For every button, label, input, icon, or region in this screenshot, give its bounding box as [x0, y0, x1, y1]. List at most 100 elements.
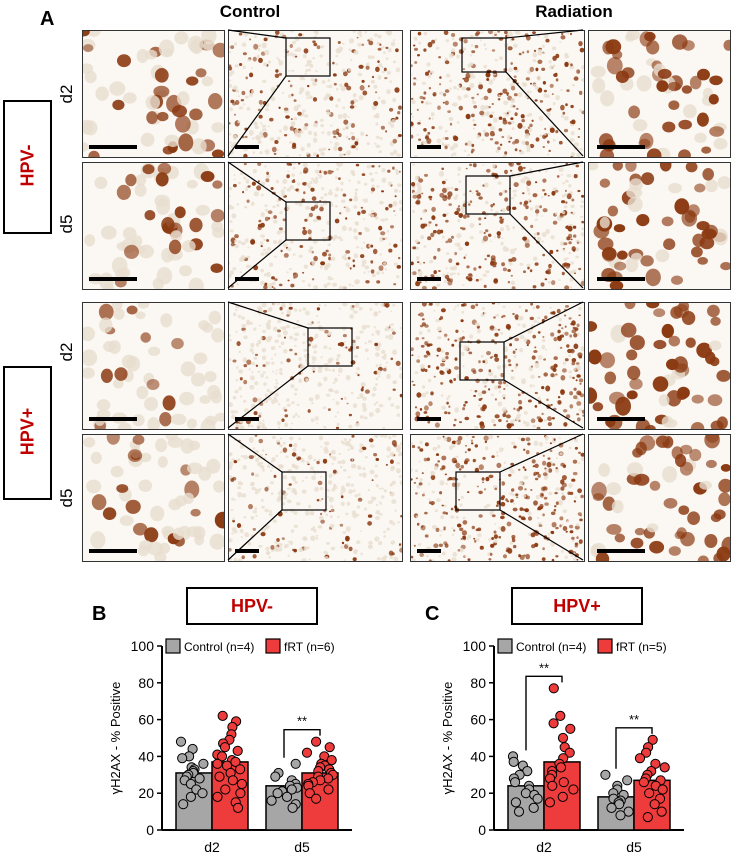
data-point [281, 791, 293, 802]
scale-bar [235, 145, 259, 149]
legend-label: Control (n=4) [184, 640, 254, 654]
data-point [290, 758, 301, 769]
y-axis-label: γH2AX - % Positive [440, 682, 455, 795]
data-point [649, 799, 660, 810]
zoom-box [285, 201, 331, 241]
data-point [214, 771, 225, 782]
data-point [532, 793, 543, 804]
micrograph-r1-c4 [588, 30, 731, 158]
micrograph-r2-c3 [410, 162, 585, 290]
data-point [178, 799, 189, 810]
data-point [272, 788, 283, 799]
micrograph-r4-c3 [410, 434, 585, 562]
zoom-line [503, 301, 584, 343]
data-point [555, 710, 566, 722]
legend-swatch [497, 638, 513, 654]
data-point [194, 773, 205, 784]
zoom-line [227, 365, 309, 429]
y-tick-label: 80 [470, 675, 486, 691]
zoom-line [499, 433, 584, 473]
chart-title-hpv-pos: HPV+ [511, 587, 643, 625]
micrograph-r4-c4 [588, 434, 731, 562]
zoom-line [509, 161, 584, 177]
data-point [564, 747, 575, 758]
micrograph-r2-c4 [588, 162, 731, 290]
data-point [557, 791, 568, 802]
data-point [198, 758, 209, 769]
scale-bar [417, 549, 441, 553]
data-point [600, 769, 611, 780]
micrograph-r3-c4 [588, 302, 731, 430]
data-point [642, 812, 653, 823]
data-point [177, 753, 188, 764]
micrograph-r3-c3 [410, 302, 585, 430]
zoom-box [307, 327, 353, 367]
x-tick-label: d5 [294, 839, 310, 855]
data-point [220, 784, 231, 795]
zoom-line [227, 433, 283, 473]
zoom-connector-lines [227, 29, 584, 561]
data-point [659, 762, 670, 773]
scale-bar [89, 277, 137, 281]
y-tick-label: 60 [470, 712, 486, 728]
data-point [644, 788, 655, 799]
legend-swatch [597, 638, 613, 654]
data-point [266, 795, 277, 806]
scale-bar [417, 417, 441, 421]
column-header-radiation: Radiation [535, 2, 613, 21]
data-point [301, 747, 313, 758]
data-point [311, 793, 322, 804]
data-point [212, 791, 223, 802]
scale-bar [597, 417, 645, 421]
data-point [615, 810, 626, 821]
significance-bracket [283, 728, 321, 758]
y-tick-label: 40 [470, 748, 486, 764]
scale-bar [597, 145, 645, 149]
legend-label: fRT (n=6) [284, 640, 335, 654]
data-point [304, 788, 315, 799]
zoom-line [505, 29, 584, 39]
significance-bracket [615, 727, 653, 769]
legend-swatch [265, 638, 281, 654]
zoom-line [227, 239, 287, 289]
data-point [311, 736, 322, 747]
zoom-line [503, 379, 584, 429]
legend-label: fRT (n=5) [616, 640, 667, 654]
data-point [227, 775, 238, 786]
significance-label: ** [629, 712, 639, 727]
panel-label-a: A [40, 8, 55, 30]
y-tick-label: 0 [146, 822, 154, 838]
micrograph-r1-c2 [228, 30, 403, 158]
scale-bar [235, 277, 259, 281]
micrograph-r2-c2 [228, 162, 403, 290]
data-point [638, 777, 649, 788]
data-point [528, 802, 539, 813]
data-point [323, 784, 334, 795]
data-point [548, 683, 559, 694]
data-point [219, 742, 231, 753]
data-point [324, 742, 335, 753]
data-point [230, 756, 241, 767]
y-tick-label: 100 [131, 638, 155, 654]
data-point [547, 780, 558, 791]
data-point [235, 764, 246, 775]
zoom-line [227, 161, 287, 203]
micrograph-r3-c1 [82, 302, 225, 430]
y-tick-label: 60 [138, 712, 154, 728]
data-point [557, 732, 569, 744]
data-point [657, 784, 668, 795]
legend-swatch [165, 638, 181, 654]
data-point [548, 718, 559, 729]
data-point [520, 788, 532, 799]
data-point [634, 753, 646, 764]
data-point [185, 791, 197, 802]
scale-bar [597, 277, 645, 281]
scale-bar [235, 417, 259, 421]
panel-label-b: B [92, 603, 107, 625]
x-tick-label: d2 [204, 839, 220, 855]
chart-title-hpv-neg: HPV- [186, 587, 318, 625]
zoom-line [227, 29, 287, 39]
zoom-box [455, 471, 501, 511]
data-point [555, 762, 567, 773]
data-point [510, 777, 521, 788]
